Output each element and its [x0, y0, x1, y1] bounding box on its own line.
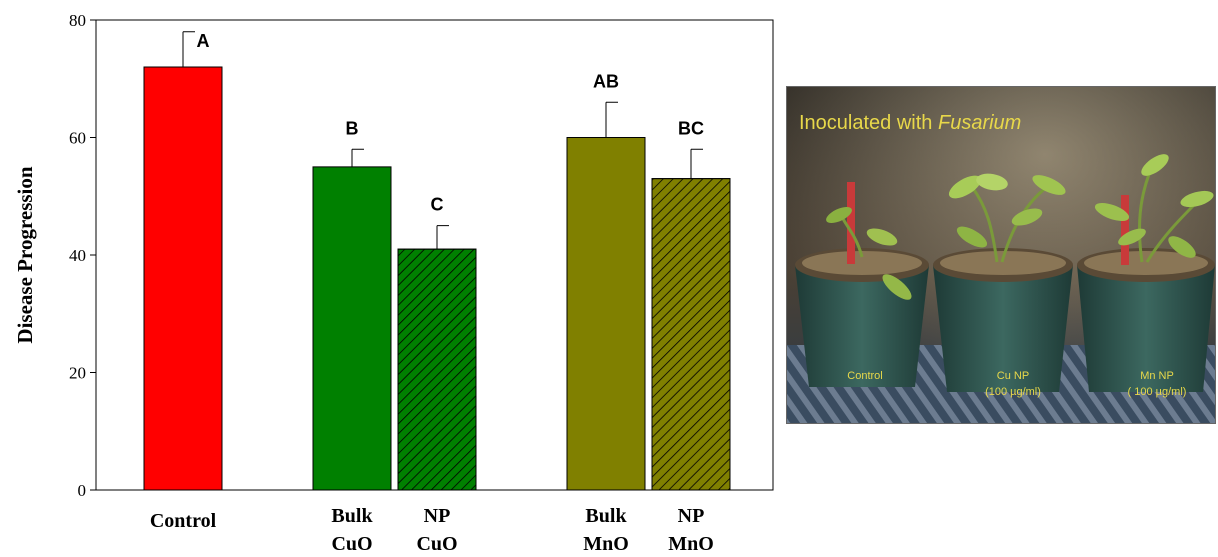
y-axis-label: Disease Progression	[13, 166, 37, 343]
y-tick-label: 40	[69, 246, 86, 265]
y-tick-label: 20	[69, 364, 86, 383]
bar-group: BC NP MnO	[651, 118, 731, 555]
bar	[143, 66, 223, 491]
bar	[566, 137, 646, 491]
bars: A Control B Bulk CuO C NP CuO AB Bulk MnO BC NP MnO	[143, 31, 731, 555]
significance-letter: B	[346, 118, 359, 138]
y-axis: 0 20 40 60 80	[69, 11, 96, 500]
bar-hatch	[651, 178, 731, 491]
caption-control: Control	[847, 370, 882, 382]
bar-group: A Control	[143, 31, 223, 532]
caption-cu-np-dose: (100 µg/ml)	[985, 386, 1041, 398]
y-tick-label: 80	[69, 11, 86, 30]
y-tick-label: 0	[78, 481, 87, 500]
significance-letter: A	[197, 31, 210, 51]
bar-group: B Bulk CuO	[312, 118, 392, 555]
significance-letter: AB	[593, 71, 619, 91]
significance-letter: C	[431, 195, 444, 215]
caption-mn-np: Mn NP	[1140, 370, 1174, 382]
bar-hatch	[397, 248, 477, 491]
category-label: Bulk	[331, 505, 373, 527]
pot-cu-np	[933, 173, 1073, 392]
caption-mn-np-dose: ( 100 µg/ml)	[1128, 386, 1187, 398]
category-label: MnO	[583, 533, 629, 555]
category-label: Control	[150, 510, 217, 532]
category-label: CuO	[331, 533, 372, 555]
pot-control	[795, 182, 929, 387]
category-label: NP	[424, 505, 451, 527]
category-label: CuO	[416, 533, 457, 555]
plant-photo: Inoculated with Fusarium Control Cu NP (…	[786, 86, 1216, 424]
category-label: MnO	[668, 533, 714, 555]
bar-group: C NP CuO	[397, 195, 477, 555]
category-label: NP	[678, 505, 705, 527]
pot-mn-np	[1077, 154, 1215, 392]
category-label: Bulk	[585, 505, 627, 527]
y-tick-label: 60	[69, 129, 86, 148]
caption-cu-np: Cu NP	[997, 370, 1029, 382]
bar	[312, 166, 392, 491]
significance-letter: BC	[678, 118, 704, 138]
photo-title: Inoculated with Fusarium	[799, 112, 1021, 134]
bar-group: AB Bulk MnO	[566, 71, 646, 555]
